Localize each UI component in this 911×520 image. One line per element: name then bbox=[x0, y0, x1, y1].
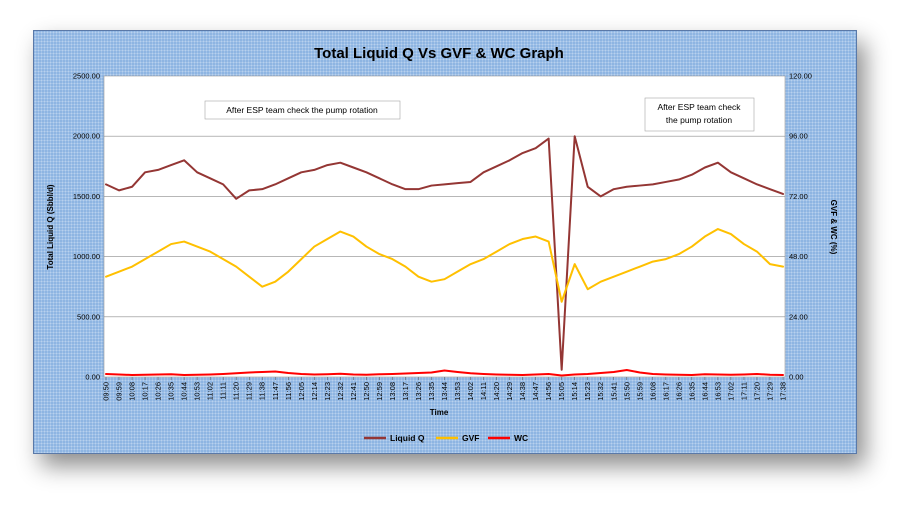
x-tick-label: 12:32 bbox=[336, 382, 345, 401]
chart-svg: Total Liquid Q Vs GVF & WC Graph 0.00 500… bbox=[46, 45, 838, 443]
annotation-1-box bbox=[204, 100, 401, 120]
x-tick-label: 13:35 bbox=[427, 382, 436, 401]
x-tick-label: 10:17 bbox=[141, 382, 150, 401]
annotation-2-line-1: After ESP team check bbox=[658, 102, 742, 112]
annotation-1: After ESP team check the pump rotation bbox=[204, 100, 401, 120]
y-left-tick-label: 2000.00 bbox=[73, 132, 100, 141]
legend: Liquid Q GVF WC bbox=[364, 433, 528, 443]
x-tick-label: 11:56 bbox=[284, 382, 293, 400]
x-tick-label: 13:53 bbox=[453, 382, 462, 401]
x-tick-label: 13:26 bbox=[414, 382, 423, 401]
y-right-tick-label: 72.00 bbox=[789, 192, 808, 201]
y-right-tick-label: 0.00 bbox=[789, 373, 804, 382]
chart-title: Total Liquid Q Vs GVF & WC Graph bbox=[314, 45, 564, 62]
y-axis-right: 0.00 24.00 48.00 72.00 96.00 120.00 bbox=[789, 72, 812, 382]
legend-item-wc: WC bbox=[488, 433, 528, 443]
x-tick-label: 16:53 bbox=[713, 382, 722, 401]
y-right-tick-label: 24.00 bbox=[789, 312, 808, 321]
y-right-tick-label: 120.00 bbox=[789, 72, 812, 81]
x-tick-label: 15:05 bbox=[557, 382, 566, 401]
legend-label-liquid-q: Liquid Q bbox=[390, 433, 425, 443]
y-left-tick-label: 1000.00 bbox=[73, 252, 100, 261]
x-tick-label: 12:59 bbox=[375, 382, 384, 401]
annotation-2-line-2: the pump rotation bbox=[666, 115, 732, 125]
x-axis: 09:50 09:59 10:08 10:17 10:26 10:35 10:44 10:53… bbox=[102, 377, 788, 401]
x-tick-label: 14:20 bbox=[492, 382, 501, 401]
x-tick-label: 17:11 bbox=[739, 382, 748, 400]
x-tick-label: 17:02 bbox=[726, 382, 735, 401]
y-axis-right-title: GVF & WC (%) bbox=[829, 200, 838, 255]
x-tick-label: 10:08 bbox=[128, 382, 137, 401]
annotation-1-text: After ESP team check the pump rotation bbox=[226, 105, 378, 115]
x-tick-label: 14:11 bbox=[479, 382, 488, 400]
legend-item-gvf: GVF bbox=[436, 433, 479, 443]
x-tick-label: 12:14 bbox=[310, 382, 319, 401]
x-tick-label: 13:44 bbox=[440, 382, 449, 401]
series-line-gvf bbox=[105, 228, 784, 303]
y-axis-left: 0.00 500.00 1000.00 1500.00 2000.00 2500.00 bbox=[73, 72, 100, 382]
x-tick-label: 16:08 bbox=[648, 382, 657, 401]
x-tick-label: 13:08 bbox=[388, 382, 397, 401]
x-tick-label: 15:23 bbox=[583, 382, 592, 401]
x-tick-label: 11:47 bbox=[271, 382, 280, 400]
y-axis-left-title: Total Liquid Q (Sbbl/d) bbox=[46, 184, 55, 270]
x-tick-label: 11:02 bbox=[206, 382, 215, 400]
x-tick-label: 12:50 bbox=[362, 382, 371, 401]
x-tick-label: 12:41 bbox=[349, 382, 358, 401]
x-tick-label: 10:35 bbox=[167, 382, 176, 401]
x-tick-label: 12:23 bbox=[323, 382, 332, 401]
series-line-wc bbox=[105, 368, 784, 377]
x-tick-label: 15:59 bbox=[635, 382, 644, 401]
x-tick-label: 17:29 bbox=[765, 382, 774, 401]
x-tick-label: 14:47 bbox=[531, 382, 540, 401]
x-tick-label: 11:29 bbox=[245, 382, 254, 400]
x-tick-label: 14:38 bbox=[518, 382, 527, 401]
y-left-tick-label: 500.00 bbox=[77, 312, 100, 321]
y-left-tick-label: 0.00 bbox=[85, 373, 100, 382]
x-tick-label: 15:14 bbox=[570, 382, 579, 401]
y-left-tick-label: 1500.00 bbox=[73, 192, 100, 201]
x-tick-label: 14:29 bbox=[505, 382, 514, 401]
y-right-tick-label: 48.00 bbox=[789, 252, 808, 261]
annotation-2-box bbox=[644, 97, 755, 132]
x-tick-label: 10:44 bbox=[180, 382, 189, 401]
x-tick-label: 12:05 bbox=[297, 382, 306, 401]
legend-item-liquid-q: Liquid Q bbox=[364, 433, 425, 443]
x-tick-label: 13:17 bbox=[401, 382, 410, 401]
legend-label-gvf: GVF bbox=[462, 433, 479, 443]
x-tick-label: 17:20 bbox=[752, 382, 761, 401]
y-right-tick-label: 96.00 bbox=[789, 132, 808, 141]
x-tick-label: 15:41 bbox=[609, 382, 618, 401]
x-tick-label: 17:38 bbox=[779, 382, 788, 401]
x-tick-label: 09:50 bbox=[102, 382, 111, 401]
series-line-liquid-q bbox=[105, 135, 784, 371]
x-tick-label: 16:44 bbox=[700, 382, 709, 401]
x-tick-label: 14:56 bbox=[544, 382, 553, 401]
x-tick-label: 10:53 bbox=[193, 382, 202, 401]
y-left-tick-label: 2500.00 bbox=[73, 72, 100, 81]
x-tick-label: 14:02 bbox=[466, 382, 475, 401]
x-tick-label: 11:38 bbox=[258, 382, 267, 400]
x-tick-label: 11:20 bbox=[232, 382, 241, 400]
x-tick-label: 16:26 bbox=[674, 382, 683, 401]
x-tick-label: 11:11 bbox=[219, 382, 228, 400]
x-tick-label: 15:32 bbox=[596, 382, 605, 401]
x-axis-title: Time bbox=[430, 408, 449, 417]
x-tick-label: 16:17 bbox=[661, 382, 670, 401]
legend-label-wc: WC bbox=[514, 433, 528, 443]
annotation-2: After ESP team check the pump rotation bbox=[644, 97, 755, 132]
x-tick-label: 09:59 bbox=[115, 382, 124, 401]
series-group bbox=[105, 135, 784, 377]
chart-frame: Total Liquid Q Vs GVF & WC Graph 0.00 500… bbox=[33, 30, 857, 454]
x-tick-label: 16:35 bbox=[687, 382, 696, 401]
x-tick-label: 15:50 bbox=[622, 382, 631, 401]
x-tick-label: 10:26 bbox=[154, 382, 163, 401]
